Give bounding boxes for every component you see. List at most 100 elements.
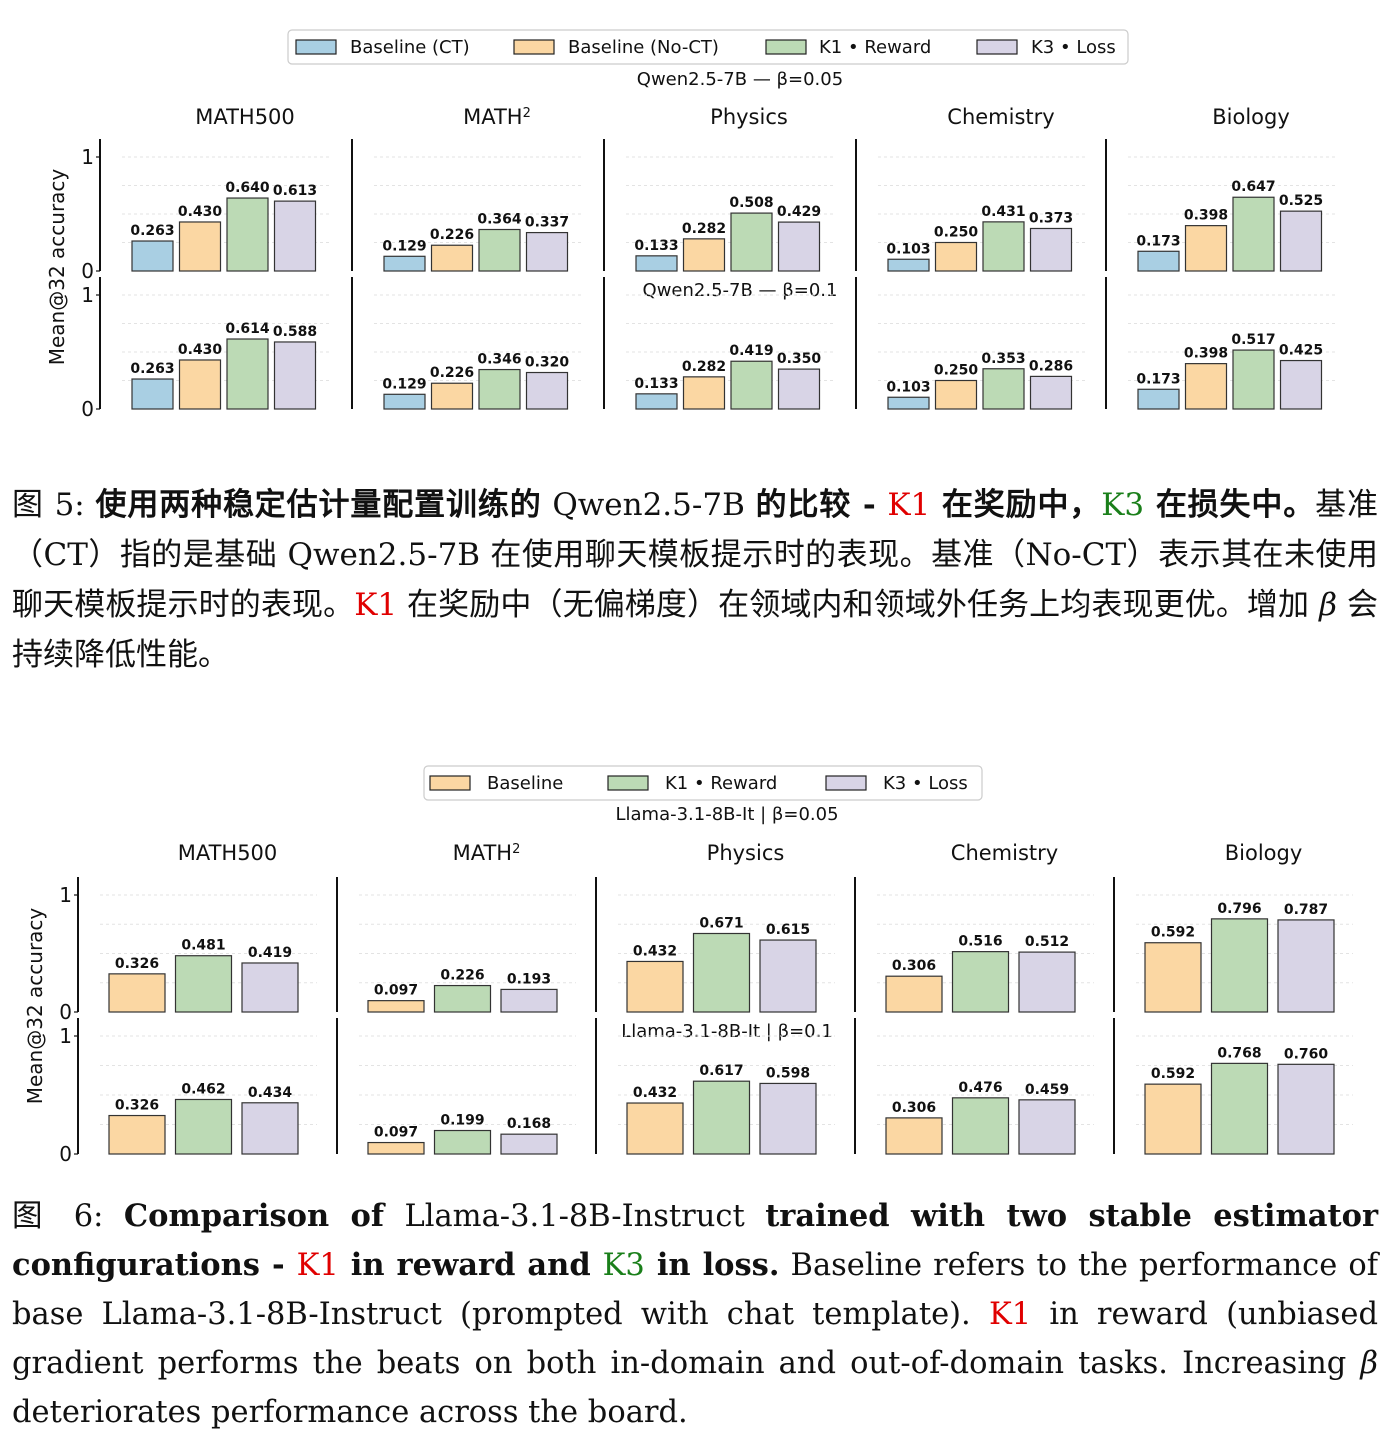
- legend-frame: [423, 765, 983, 801]
- bar-k3-loss: [500, 988, 558, 1013]
- bar-value-label: 0.193: [507, 971, 551, 987]
- bar-value-label: 0.250: [934, 363, 979, 379]
- caption-bold-d: in loss.: [644, 1247, 780, 1283]
- bar-value-label: 0.614: [225, 321, 270, 337]
- caption-k1: K1: [296, 1248, 339, 1283]
- caption-bold-a: Comparison of: [123, 1198, 385, 1234]
- bar-k1-reward: [433, 1129, 492, 1155]
- bar-k3-loss: [777, 221, 821, 272]
- caption-k3: K3: [1101, 487, 1145, 523]
- bar-value-label: 0.173: [1136, 233, 1180, 249]
- bar-value-label: 0.613: [273, 183, 317, 199]
- bar-k3-loss: [1279, 359, 1323, 410]
- bar-baseline-no-ct: [934, 241, 978, 272]
- bar-baseline-ct: [1137, 250, 1180, 272]
- bar-value-label: 0.350: [777, 351, 822, 367]
- bar-value-label: 0.168: [507, 1116, 551, 1132]
- bar-baseline: [885, 975, 943, 1013]
- y-axis-label: Mean@32 accuracy: [23, 908, 47, 1105]
- bar-k3-loss: [759, 939, 817, 1013]
- panel-math500-row-1: 0.326 0.481 0.419: [77, 877, 317, 1013]
- bar-value-label: 0.796: [1217, 901, 1261, 917]
- chart-row-1: 0 1 0.326 0.481 0.419 0.097 0.226 0.193 0.432 0.6…: [59, 877, 1353, 1024]
- legend-label-k3-loss: K3 • Loss: [883, 773, 968, 794]
- y-tick-label: 1: [59, 883, 72, 907]
- bar-value-label: 0.476: [958, 1080, 1002, 1096]
- bar-baseline-ct: [383, 255, 426, 272]
- bar-baseline-ct: [131, 378, 174, 410]
- bar-value-label: 0.364: [477, 212, 522, 228]
- bar-value-label: 0.588: [273, 324, 317, 340]
- caption-text-c: 会持续降低性能。: [12, 587, 1378, 673]
- legend-swatch-baseline: [429, 775, 471, 791]
- bar-baseline-no-ct: [1184, 363, 1228, 410]
- bar-value-label: 0.419: [248, 945, 292, 961]
- legend-swatch-baseline-ct: [295, 39, 337, 55]
- bar-value-label: 0.429: [777, 204, 821, 220]
- bar-value-label: 0.592: [1151, 925, 1195, 941]
- panel-math500-row-2: 0.326 0.462 0.434: [77, 1018, 317, 1155]
- y-tick-label: 0: [59, 1000, 72, 1024]
- caption-model: Llama-3.1-8B-Instruct: [384, 1199, 766, 1234]
- caption-k1-second: K1: [988, 1297, 1032, 1332]
- bar-k3-loss: [1018, 951, 1076, 1013]
- panel-biology-row-1: 0.592 0.796 0.787: [1113, 877, 1353, 1013]
- caption-k1: K1: [887, 487, 931, 523]
- panel-title-math500: MATH500: [178, 841, 278, 865]
- panel-title-math: MATH2: [453, 841, 521, 865]
- bar-value-label: 0.306: [892, 958, 936, 974]
- bar-value-label: 0.306: [892, 1100, 936, 1116]
- bar-value-label: 0.398: [1184, 208, 1228, 224]
- panel-chemistry-row-1: 0.306 0.516 0.512: [854, 877, 1094, 1013]
- chart-row-2: 0 1 0.326 0.462 0.434 0.097 0.199 0.168 0.432 0.6…: [59, 1018, 1353, 1166]
- legend-label-k1-reward: K1 • Reward: [665, 773, 777, 794]
- bar-k3-loss: [500, 1133, 558, 1155]
- bar-value-label: 0.525: [1279, 193, 1323, 209]
- bar-value-label: 0.250: [934, 225, 979, 241]
- bar-value-label: 0.226: [430, 227, 474, 243]
- bar-k1-reward: [982, 368, 1025, 410]
- bar-k3-loss: [1029, 227, 1073, 272]
- bar-k3-loss: [241, 1102, 299, 1155]
- bar-value-label: 0.671: [699, 915, 743, 931]
- bar-k3-loss: [273, 341, 317, 410]
- bar-value-label: 0.282: [682, 221, 726, 237]
- panel-biology-row-2: 0.592 0.768 0.760: [1113, 1018, 1353, 1155]
- bar-value-label: 0.263: [130, 223, 174, 239]
- bar-value-label: 0.133: [634, 376, 678, 392]
- bar-k1-reward: [692, 1080, 751, 1155]
- panel-math-row-1: 0.097 0.226 0.193: [336, 877, 576, 1013]
- panel-title-math500: MATH500: [195, 105, 295, 129]
- caption-prefix: 图 5:: [12, 487, 96, 523]
- bar-value-label: 0.353: [981, 351, 1025, 367]
- panel-physics-row-1: 0.432 0.671 0.615: [595, 877, 835, 1013]
- bar-k1-reward: [951, 951, 1010, 1013]
- bar-value-label: 0.760: [1284, 1046, 1329, 1062]
- bar-baseline: [626, 960, 684, 1013]
- y-axis-label: Mean@32 accuracy: [45, 169, 69, 366]
- bar-value-label: 0.615: [766, 922, 810, 938]
- row-title-1: Llama-3.1-8B-It | β=0.05: [615, 804, 838, 825]
- panel-title-physics: Physics: [710, 105, 788, 129]
- bar-k3-loss: [273, 200, 317, 272]
- bar-k1-reward: [1210, 918, 1269, 1013]
- bar-value-label: 0.173: [1136, 371, 1180, 387]
- legend-swatch-k1-reward: [607, 775, 649, 791]
- bar-k1-reward: [730, 212, 773, 272]
- bar-baseline-ct: [1137, 388, 1180, 410]
- bar-value-label: 0.373: [1029, 210, 1073, 226]
- panel-title-chemistry: Chemistry: [951, 841, 1058, 865]
- bar-baseline: [108, 1114, 166, 1155]
- row-title-2: Qwen2.5-7B — β=0.1: [643, 280, 838, 301]
- y-tick-label: 1: [81, 145, 94, 169]
- bar-baseline-no-ct: [430, 382, 474, 410]
- bar-value-label: 0.481: [181, 938, 225, 954]
- bar-k3-loss: [759, 1082, 817, 1155]
- bar-value-label: 0.640: [225, 180, 270, 196]
- bar-baseline: [367, 1000, 425, 1013]
- bar-value-label: 0.226: [430, 365, 474, 381]
